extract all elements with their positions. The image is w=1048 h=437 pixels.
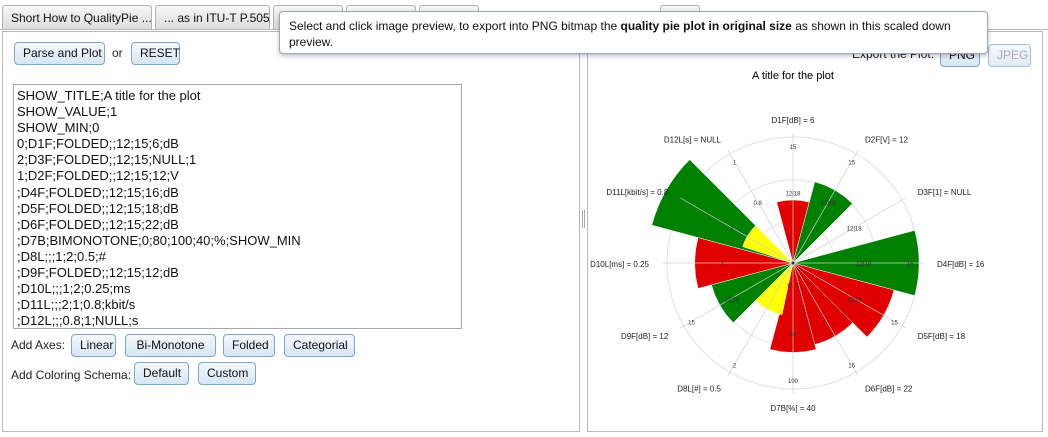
- axis-label-6: D6F[dB] = 22: [865, 385, 913, 394]
- or-label: or: [112, 46, 123, 60]
- inner-tick-10: 1: [721, 262, 725, 268]
- tab-itu-t-p505[interactable]: ... as in ITU-T P.505: [155, 5, 270, 29]
- outer-tick-2: 15: [848, 161, 855, 167]
- reset-button[interactable]: RESET: [131, 42, 180, 65]
- inner-tick-1: 12|18: [786, 191, 802, 197]
- parse-and-plot-button[interactable]: Parse and Plot: [14, 42, 105, 65]
- tooltip-text: Select and click image preview, to expor…: [289, 19, 621, 33]
- inner-tick-9: 12|18: [724, 297, 740, 303]
- add-coloring-label: Add Coloring Schema:: [11, 368, 132, 382]
- axis-line-6: [792, 262, 859, 376]
- quality-pie-preview[interactable]: A title for the plot D1F[dB] = 6 15 12|18 D…: [588, 60, 1042, 430]
- inner-tick-4: 12|18: [856, 262, 872, 268]
- axis-label-1: D1F[dB] = 6: [772, 116, 815, 125]
- axis-line-2: [792, 150, 859, 264]
- tab-short-how-to[interactable]: Short How to QualityPie ...: [2, 5, 152, 29]
- axis-label-8: D8L[#] = 0.5: [677, 385, 721, 394]
- axis-folded-button[interactable]: Folded: [223, 334, 275, 357]
- axis-label-9: D9F[dB] = 12: [621, 332, 669, 341]
- export-tooltip: Select and click image preview, to expor…: [279, 11, 988, 54]
- outer-tick-8: 2: [733, 363, 737, 369]
- axis-line-12: [727, 150, 794, 264]
- axis-line-11: [680, 197, 794, 264]
- center-dot: [791, 261, 795, 265]
- axis-line-9: [680, 262, 794, 329]
- coloring-default-button[interactable]: Default: [134, 362, 189, 385]
- inner-tick-7: 80: [790, 333, 797, 339]
- plot-definition-textarea[interactable]: SHOW_TITLE;A title for the plot SHOW_VAL…: [13, 84, 462, 329]
- add-axes-label: Add Axes:: [11, 338, 66, 352]
- axis-bi-monotone-button[interactable]: Bi-Monotone: [125, 334, 216, 357]
- outer-tick-1: 15: [790, 145, 797, 151]
- coloring-custom-button[interactable]: Custom: [198, 362, 256, 385]
- axis-linear-button[interactable]: Linear: [71, 334, 116, 357]
- tooltip-bold-text: quality pie plot in original size: [620, 19, 792, 33]
- inner-tick-12: 0.8: [754, 201, 763, 207]
- axis-label-4: D4F[dB] = 16: [937, 260, 985, 269]
- export-jpeg-button[interactable]: JPEG: [988, 44, 1031, 67]
- tooltip-text-end: as shown in this scaled down preview.: [289, 19, 951, 49]
- outer-tick-5: 15: [891, 321, 898, 327]
- axis-categorial-button[interactable]: Categorial: [284, 334, 355, 357]
- inner-tick-11: 2: [730, 227, 734, 233]
- editor-panel: Parse and Plot or RESET SHOW_TITLE;A tit…: [2, 31, 580, 432]
- center-label-0: 0: [797, 283, 801, 289]
- inner-tick-2: 12|18: [821, 201, 837, 207]
- axis-label-12: D12L[s] = NULL: [664, 135, 722, 144]
- axis-label-10: D10L[ms] = 0.25: [590, 260, 649, 269]
- axis-label-3: D3F[1] = NULL: [918, 188, 972, 197]
- outer-tick-4: 15: [907, 262, 914, 268]
- axis-line-8: [727, 262, 794, 376]
- medium-zone-0: [759, 262, 794, 316]
- medium-zone-1: [742, 225, 794, 264]
- axis-label-5: D5F[dB] = 18: [918, 332, 966, 341]
- inner-tick-3: 12|18: [847, 227, 863, 233]
- axis-label-7: D7B[%] = 40: [770, 404, 816, 413]
- chart-title: A title for the plot: [752, 70, 834, 82]
- splitter-handle[interactable]: [582, 210, 585, 228]
- inner-tick-5: 12|18: [847, 297, 863, 303]
- axis-label-2: D2F[V] = 12: [865, 135, 908, 144]
- outer-tick-12: 1: [733, 161, 737, 167]
- outer-tick-6: 16: [848, 363, 855, 369]
- axis-line-3: [792, 197, 906, 264]
- center-label-1: 0: [788, 284, 792, 290]
- outer-tick-7: 100: [788, 379, 799, 385]
- axis-line-5: [792, 262, 906, 329]
- plot-panel: Export the Plot: PNG JPEG A title for th…: [587, 31, 1043, 432]
- axis-label-11: D11L[kbit/s] = 0.8: [606, 188, 668, 197]
- outer-tick-9: 15: [688, 321, 695, 327]
